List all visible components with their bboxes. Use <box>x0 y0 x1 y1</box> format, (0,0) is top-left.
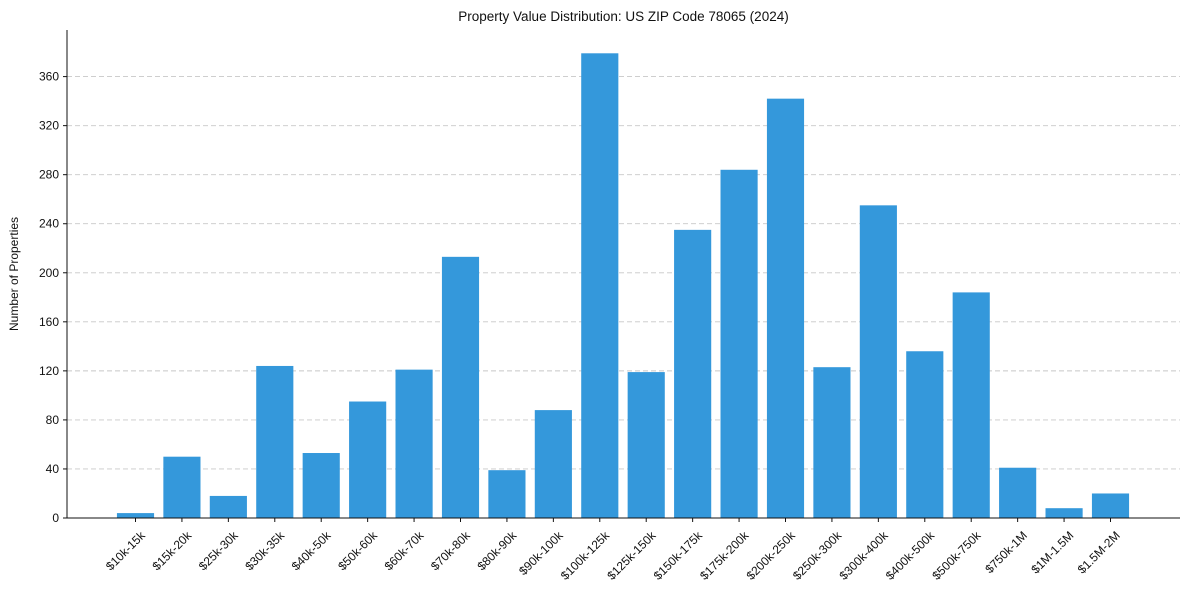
bar <box>256 365 294 518</box>
bar <box>627 372 665 518</box>
bars <box>116 53 1130 519</box>
bar <box>209 495 247 518</box>
y-tick-label: 0 <box>52 511 59 525</box>
axes <box>66 30 1180 519</box>
x-tick-label: $1.5M-2M <box>1075 528 1123 576</box>
bar <box>859 205 897 519</box>
y-tick-label: 320 <box>39 119 59 133</box>
bar <box>581 53 619 519</box>
bar <box>999 467 1037 518</box>
y-axis-label: Number of Properties <box>7 217 21 331</box>
bar <box>813 367 851 518</box>
x-tick-label: $15k-20k <box>149 528 195 574</box>
x-tick-label: $70k-80k <box>428 528 474 574</box>
bar <box>441 256 480 518</box>
bar <box>766 98 805 518</box>
bar <box>116 513 155 518</box>
x-tick-label: $500k-750k <box>929 528 984 583</box>
bar <box>674 229 712 518</box>
bar <box>302 453 340 518</box>
y-tick-label: 120 <box>39 364 59 378</box>
x-tick-label: $60k-70k <box>382 528 428 574</box>
x-tick-label: $80k-90k <box>474 528 520 574</box>
y-tick-label: 280 <box>39 168 59 182</box>
bar <box>395 369 433 518</box>
x-tick-label: $40k-50k <box>289 528 335 574</box>
y-tick-label: 200 <box>39 266 59 280</box>
x-tick-label: $50k-60k <box>335 528 381 574</box>
bar <box>349 401 387 518</box>
y-ticks: 0 40 80 120 160 200 240 280 320 360 <box>39 70 67 525</box>
chart-title: Property Value Distribution: US ZIP Code… <box>458 9 788 24</box>
y-tick-label: 80 <box>46 413 60 427</box>
bar <box>952 292 990 518</box>
y-tick-label: 360 <box>39 70 59 84</box>
bar <box>534 410 572 518</box>
bar <box>163 456 201 518</box>
x-tick-label: $750k-1M <box>982 528 1030 576</box>
bar <box>1045 508 1083 518</box>
y-tick-label: 160 <box>39 315 59 329</box>
bar <box>720 169 758 518</box>
bar <box>1091 493 1130 518</box>
y-tick-label: 40 <box>46 462 60 476</box>
x-tick-label: $30k-35k <box>242 528 288 574</box>
x-ticks: $10k-15k $15k-20k $25k-30k $30k-35k $40k-50k… <box>103 518 1123 583</box>
x-tick-label: $1M-1.5M <box>1028 528 1076 576</box>
bar <box>488 470 526 518</box>
y-tick-label: 240 <box>39 217 59 231</box>
grid-lines <box>67 76 1180 470</box>
bar <box>906 351 944 518</box>
x-tick-label: $10k-15k <box>103 528 149 574</box>
x-tick-label: $25k-30k <box>196 528 242 574</box>
